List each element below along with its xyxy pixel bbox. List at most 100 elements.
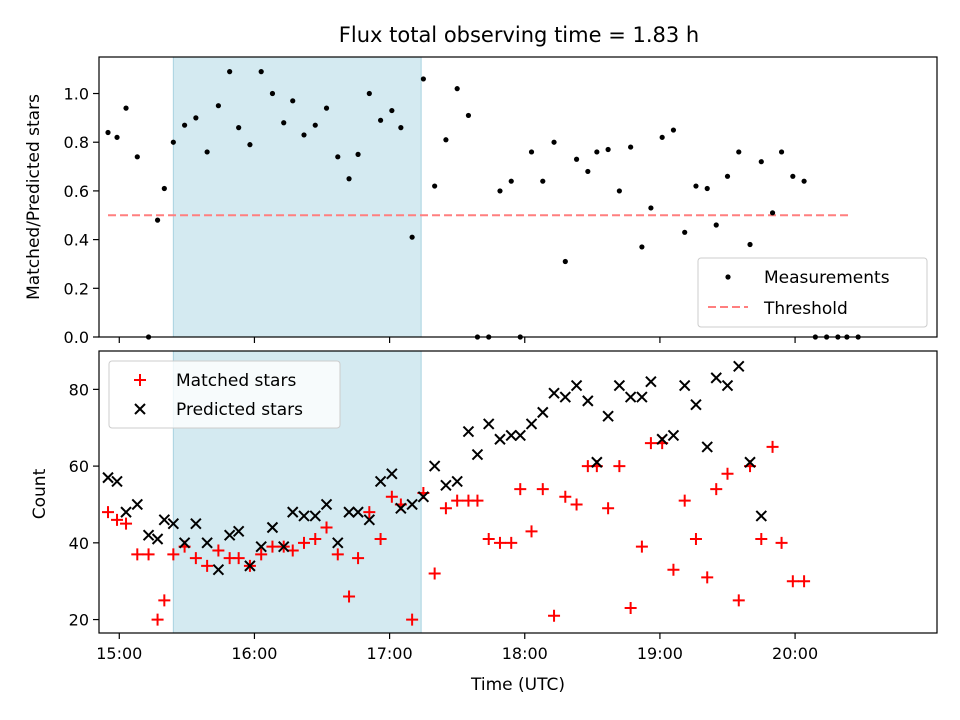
measurement-point (269, 90, 276, 97)
matched-star-point (120, 517, 133, 530)
measurement-point (312, 122, 318, 128)
matched-star-point (201, 559, 214, 572)
predicted-star-point (667, 429, 680, 442)
measurement-point (454, 86, 460, 92)
legend-matched-label: Matched stars (176, 371, 296, 391)
matched-star-point (297, 536, 310, 549)
matched-star-point (158, 594, 171, 607)
predicted-star-point (120, 506, 132, 518)
matched-star-point (644, 437, 657, 450)
predicted-star-point (514, 429, 526, 442)
x-tick-label: 16:00 (231, 644, 277, 663)
measurement-point (594, 149, 600, 155)
predicted-star-point (178, 537, 191, 549)
legend-predicted-label: Predicted stars (176, 400, 303, 420)
x-tick-label: 15:00 (96, 644, 142, 663)
predicted-star-point (278, 540, 290, 553)
predicted-star-point (645, 375, 657, 388)
predicted-star-point (363, 514, 376, 526)
measurement-point (398, 125, 404, 131)
matched-star-point (635, 540, 648, 553)
matched-star-point (701, 571, 714, 584)
measurement-point (301, 132, 307, 138)
predicted-star-point (624, 391, 637, 403)
matched-star-point (374, 533, 387, 545)
matched-star-point (331, 548, 344, 561)
measurement-point (258, 69, 264, 75)
bottom-plot-frame (98, 350, 938, 634)
measurement-point (713, 222, 719, 228)
measurement-point (769, 210, 776, 216)
measurement-point (443, 137, 449, 143)
predicted-star-point (232, 525, 245, 538)
bottom-y-tick-label: 40 (69, 534, 89, 553)
predicted-star-point (167, 517, 180, 530)
measurement-point (573, 156, 580, 162)
top-y-axis: 0.0 0.2 0.4 0.6 0.8 1.0 (64, 85, 99, 347)
predicted-star-point (721, 379, 734, 392)
predicted-star-point (483, 418, 495, 430)
measurement-point (346, 176, 352, 182)
x-tick-label: 18:00 (502, 644, 548, 663)
predicted-star-point (223, 529, 236, 541)
top-y-tick-label: 0.2 (64, 279, 89, 298)
top-y-tick-label: 0.8 (64, 133, 89, 152)
x-tick-label: 19:00 (637, 644, 683, 663)
bottom-legend-box (108, 360, 341, 429)
top-y-tick-label: 0.6 (64, 182, 89, 201)
predicted-star-point (548, 387, 560, 399)
measurement-point (693, 183, 699, 189)
measurement-point (420, 76, 426, 82)
matched-star-point (525, 525, 538, 538)
predicted-star-point (131, 498, 144, 511)
matched-star-point (255, 548, 268, 561)
matched-star-point (111, 513, 124, 526)
matched-star-point (343, 590, 356, 603)
predicted-star-point (386, 468, 398, 480)
measurement-point (648, 205, 654, 211)
predicted-star-point (471, 448, 484, 461)
measurement-point (193, 115, 199, 121)
matched-star-point (309, 533, 322, 545)
predicted-star-point (690, 399, 702, 411)
predicted-star-point (570, 379, 583, 392)
matched-star-point (775, 536, 788, 549)
legend-matched-marker (134, 374, 146, 386)
predicted-star-point (733, 360, 745, 373)
measurement-point (409, 234, 415, 240)
predicted-star-point (142, 529, 155, 541)
measurement-point (605, 146, 611, 153)
matched-star-point (493, 536, 506, 549)
matched-star-point (406, 613, 419, 626)
matched-star-point (232, 552, 245, 565)
legend-threshold-label: Threshold (763, 299, 848, 319)
matched-star-point (439, 502, 452, 515)
ratio-panel: 0.0 0.2 0.4 0.6 0.8 1.0 Matched/Predicted sta… (24, 56, 938, 347)
predicted-star-point (494, 433, 506, 445)
measurement-point (432, 183, 438, 189)
predicted-star-point (582, 395, 594, 407)
predicted-star-point (613, 379, 626, 392)
legend-measurements-marker (725, 274, 731, 280)
x-tick-label: 20:00 (772, 644, 818, 663)
bottom-y-tick-label: 60 (69, 457, 89, 476)
matched-star-point (167, 548, 180, 561)
predicted-star-point (287, 506, 299, 518)
matched-star-point (766, 440, 779, 453)
predicted-star-point (102, 471, 114, 484)
bottom-legend: Matched stars Predicted stars (108, 360, 341, 429)
measurement-point (747, 241, 753, 248)
bottom-y-tick-label: 20 (69, 611, 89, 630)
measurement-point (736, 149, 742, 155)
predicted-star-point (151, 533, 164, 545)
matched-star-point (798, 575, 811, 588)
matched-star-point (689, 533, 702, 545)
measurement-point (123, 105, 129, 111)
predicted-star-point (462, 425, 475, 438)
measurement-point (281, 120, 287, 126)
measurement-point (758, 159, 764, 165)
predicted-star-point (755, 510, 767, 522)
matched-star-point (570, 498, 583, 511)
predicted-star-point (298, 510, 310, 522)
